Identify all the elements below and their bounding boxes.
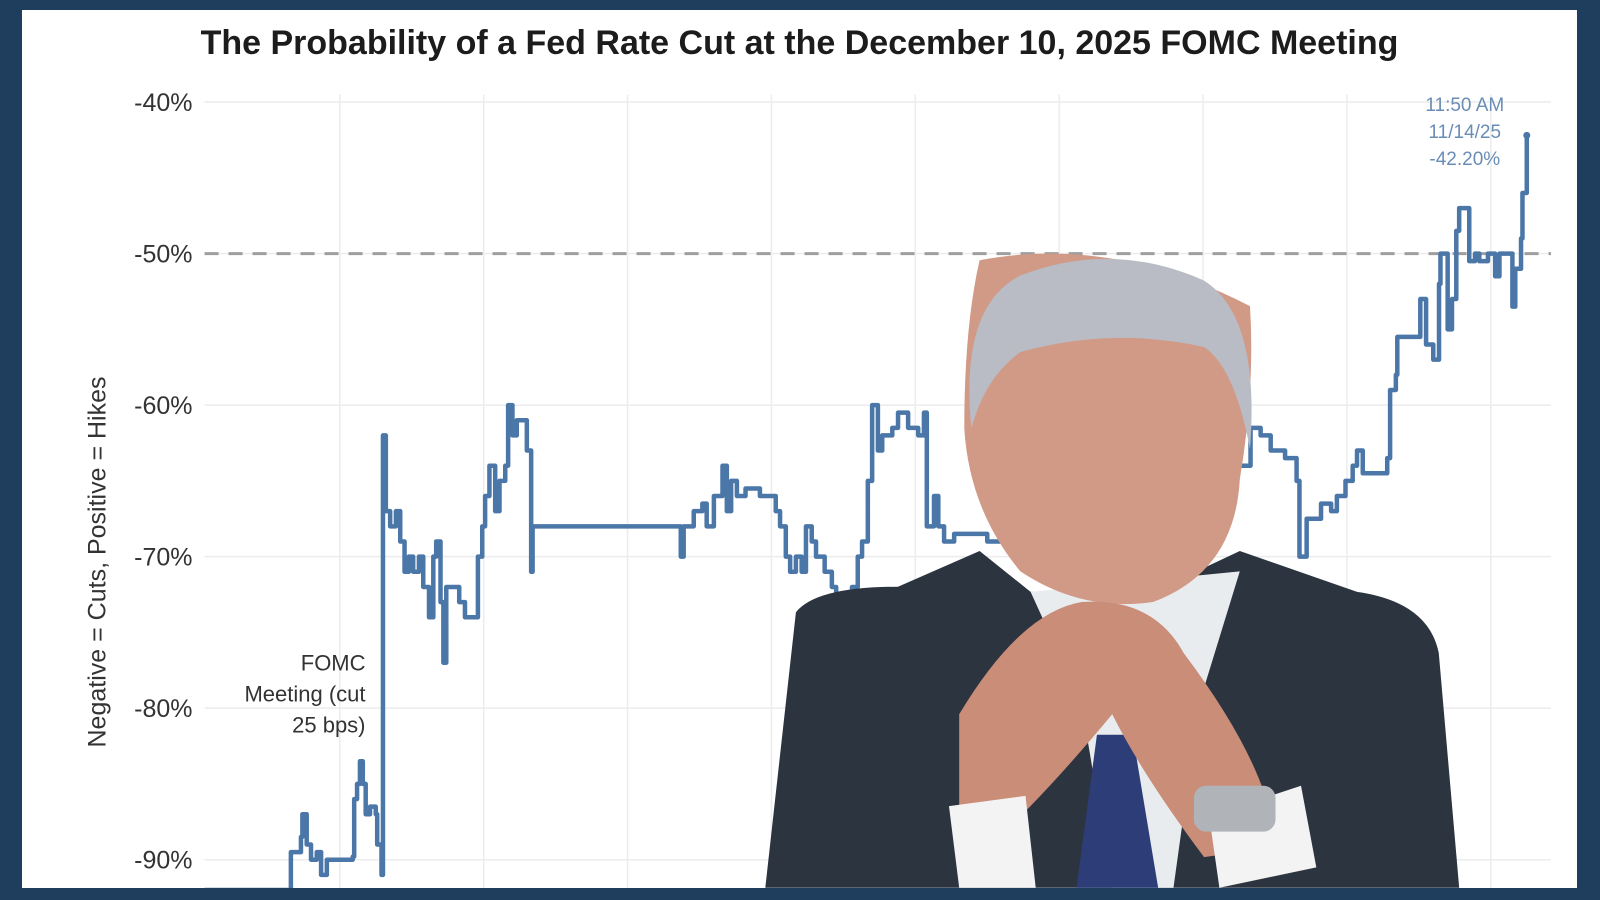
chart-title: The Probability of a Fed Rate Cut at the… xyxy=(200,24,1399,62)
annotation-fomc-meeting: FOMC xyxy=(301,650,366,675)
chart-svg: -40% -50% -60% -70% -80% -90% FOMC Meeting (cut… xyxy=(134,89,1552,888)
y-tick-label: -40% xyxy=(134,89,192,117)
y-tick-label: -70% xyxy=(134,544,192,572)
photo-overlay xyxy=(765,253,1460,888)
y-tick-label: -80% xyxy=(134,695,192,723)
wristwatch xyxy=(1193,785,1276,832)
necktie xyxy=(1076,734,1159,888)
annotation-latest-value: 11:50 AM xyxy=(1425,95,1504,116)
annotation-latest-value: 11/14/25 xyxy=(1429,122,1502,143)
series-line xyxy=(204,135,1530,888)
y-tick-label: -90% xyxy=(134,847,192,875)
annotation-latest-value: -42.20% xyxy=(1429,149,1500,170)
y-axis-label: Negative = Cuts, Positive = Hikes xyxy=(83,376,112,748)
annotation-fomc-meeting: Meeting (cut xyxy=(244,681,365,706)
y-tick-label: -50% xyxy=(134,241,192,269)
annotation-fomc-meeting: 25 bps) xyxy=(292,712,365,737)
last-point-marker xyxy=(1523,131,1531,139)
shirt-cuff-left xyxy=(948,795,1036,888)
y-tick-label: -60% xyxy=(134,392,192,420)
hair xyxy=(969,258,1252,449)
chart-panel: -40% -50% -60% -70% -80% -90% FOMC Meeting (cut… xyxy=(22,10,1577,888)
